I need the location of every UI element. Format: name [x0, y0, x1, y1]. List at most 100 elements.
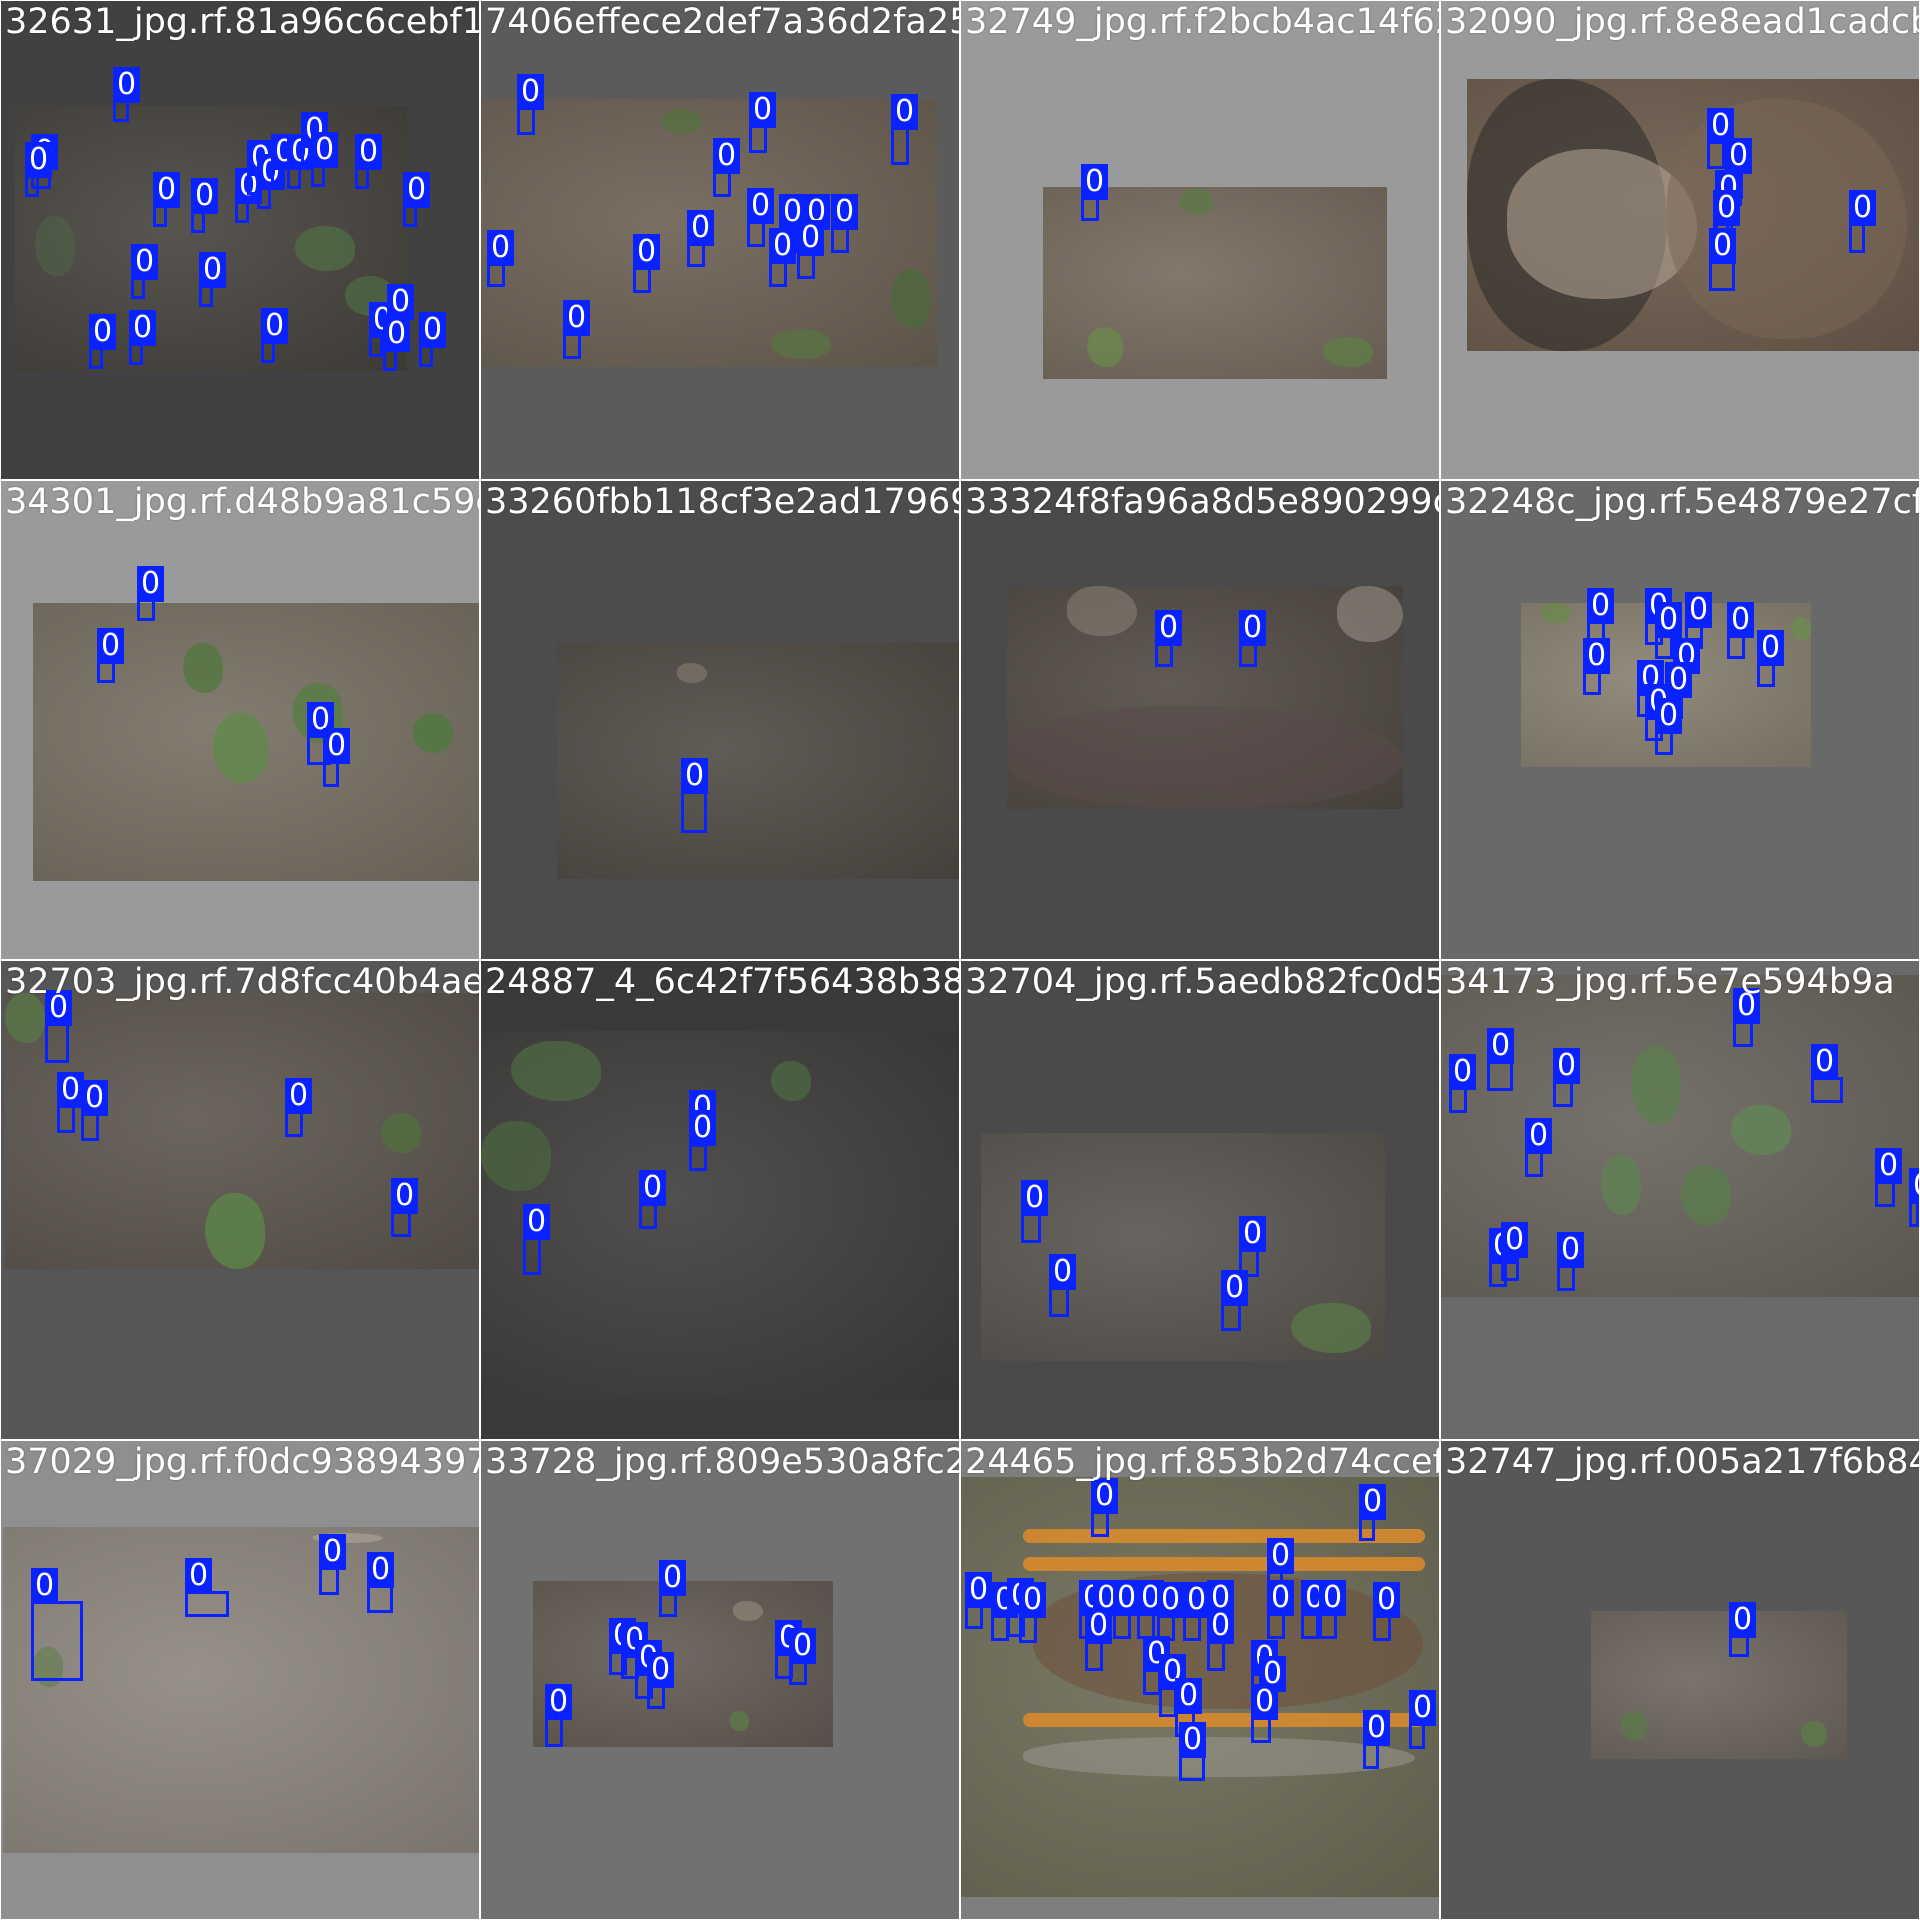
detection-box: 0: [647, 1652, 675, 1709]
class-label: 0: [797, 220, 825, 256]
class-label: 0: [185, 1558, 213, 1594]
field-photo: [481, 1031, 959, 1399]
plant-leaf: [661, 109, 701, 134]
grid-tile: 32631_jpg.rf.81a96c6cebf18d7406effece2de…: [1, 1, 479, 479]
class-label: 0: [563, 300, 591, 336]
detection-box: 0: [1707, 108, 1735, 169]
class-label: 0: [191, 178, 219, 214]
detection-box: 0: [1267, 1580, 1295, 1639]
plant-leaf: [511, 1041, 601, 1101]
field-photo: [533, 1581, 833, 1747]
class-label: 0: [1501, 1222, 1529, 1258]
detection-box: 0: [687, 210, 715, 267]
detection-box: 0: [1085, 1608, 1113, 1671]
tile-filename: 24465_jpg.rf.853b2d74ccef9d5f6e: [965, 1443, 1439, 1481]
plant-leaf: [1801, 1721, 1827, 1747]
detection-box: 0: [1727, 602, 1755, 659]
class-label: 0: [311, 132, 339, 168]
class-label: 0: [769, 228, 797, 264]
plant-leaf: [5, 993, 45, 1043]
detection-box: 0: [261, 308, 289, 363]
grid-tile: 33324f8fa96a8d5e890299c3248cc8195a17 0 0: [961, 481, 1439, 959]
class-label: 0: [1655, 602, 1683, 638]
detection-box: 0: [523, 1204, 551, 1275]
plant-leaf: [1291, 1303, 1371, 1353]
detection-box: 0: [831, 194, 859, 253]
detection-box: 0: [633, 234, 661, 293]
detection-box: 0: [1183, 1582, 1211, 1641]
grid-tile: 32703_jpg.rf.7d8fcc40b4ae0248874_6c42f7f…: [1, 961, 479, 1439]
plant-leaf: [1179, 189, 1213, 215]
detection-box: 0: [1583, 638, 1611, 695]
detection-box: 0: [1363, 1710, 1391, 1769]
class-label: 0: [1239, 1216, 1267, 1252]
detection-box: 0: [689, 1110, 717, 1171]
class-label: 0: [1449, 1054, 1477, 1090]
detection-box: 0: [191, 178, 219, 233]
detection-box: 0: [1709, 228, 1737, 291]
detection-box: 0: [287, 134, 315, 189]
bed-rail: [1023, 1529, 1425, 1543]
detection-box: 0: [797, 220, 825, 279]
class-label: 0: [713, 138, 741, 174]
detection-box: 0: [1757, 630, 1785, 687]
class-label: 0: [687, 210, 715, 246]
plant-leaf: [413, 713, 453, 753]
detection-box: 0: [383, 316, 411, 371]
plant-leaf: [481, 1121, 551, 1191]
class-label: 0: [97, 628, 125, 664]
class-label: 0: [647, 1652, 675, 1688]
detection-box: 0: [323, 728, 351, 787]
class-label: 0: [1713, 190, 1741, 226]
plant-leaf: [35, 216, 75, 276]
class-label: 0: [367, 1552, 395, 1588]
class-label: 0: [639, 1170, 667, 1206]
class-label: 0: [153, 172, 181, 208]
detection-box: 0: [31, 1568, 83, 1681]
detection-box: 0: [1239, 610, 1267, 667]
detection-box: 0: [1875, 1148, 1903, 1207]
detection-box: 0: [81, 1080, 109, 1141]
class-label: 0: [383, 316, 411, 352]
grid-tile: 7406effece2def7a36d2fa25 0 0 0 0 0 0 0 0 0 0 0 0 0 0: [481, 1, 959, 479]
class-label: 0: [25, 142, 53, 178]
grid-tile: 32704_jpg.rf.5aedb82fc0d5954176302d57c56…: [961, 961, 1439, 1439]
tile-filename: 24887_4_6c42f7f56438b3859154: [485, 963, 959, 1001]
detection-box: 0: [1849, 190, 1877, 253]
class-label: 0: [1525, 1118, 1553, 1154]
field-photo: [1007, 586, 1403, 809]
detection-box: 0: [1587, 588, 1615, 645]
detection-box: 0: [403, 172, 431, 227]
detection-box: 0: [1021, 1180, 1049, 1243]
class-label: 0: [1557, 1232, 1585, 1268]
detection-box: 0: [1525, 1118, 1553, 1177]
plant-leaf: [771, 329, 831, 359]
detection-box: 0: [1811, 1044, 1843, 1103]
tile-filename: 33324f8fa96a8d5e890299c3248cc8195a17: [965, 483, 1439, 521]
detection-box: 0: [1301, 1580, 1329, 1639]
class-label: 0: [113, 67, 141, 103]
class-label: 0: [1019, 1582, 1047, 1618]
grid-tile: 34301_jpg.rf.d48b9a81c59c33260fbb118cf3e…: [1, 481, 479, 959]
class-label: 0: [1727, 602, 1755, 638]
class-label: 0: [387, 284, 415, 320]
class-label: 0: [1207, 1608, 1235, 1644]
detection-box: 0: [1179, 1722, 1207, 1781]
class-label: 0: [1049, 1254, 1077, 1290]
detection-box: 0: [1655, 698, 1683, 755]
class-label: 0: [1487, 1028, 1515, 1064]
class-label: 0: [749, 92, 777, 128]
field-photo: [1591, 1611, 1847, 1759]
plant-leaf: [1731, 1105, 1791, 1155]
detection-box: 0: [1449, 1054, 1477, 1113]
detection-box: 0: [1019, 1582, 1047, 1643]
detection-box: 0: [1409, 1690, 1437, 1749]
class-label: 0: [89, 314, 117, 350]
detection-box: 0: [285, 1078, 313, 1137]
plant-leaf: [891, 269, 931, 329]
class-label: 0: [689, 1110, 717, 1146]
detection-box: 0: [89, 314, 117, 369]
class-label: 0: [137, 566, 165, 602]
tile-filename: 33260fbb118cf3e2ad179692641: [485, 483, 959, 521]
detection-box: 0: [1655, 602, 1683, 659]
